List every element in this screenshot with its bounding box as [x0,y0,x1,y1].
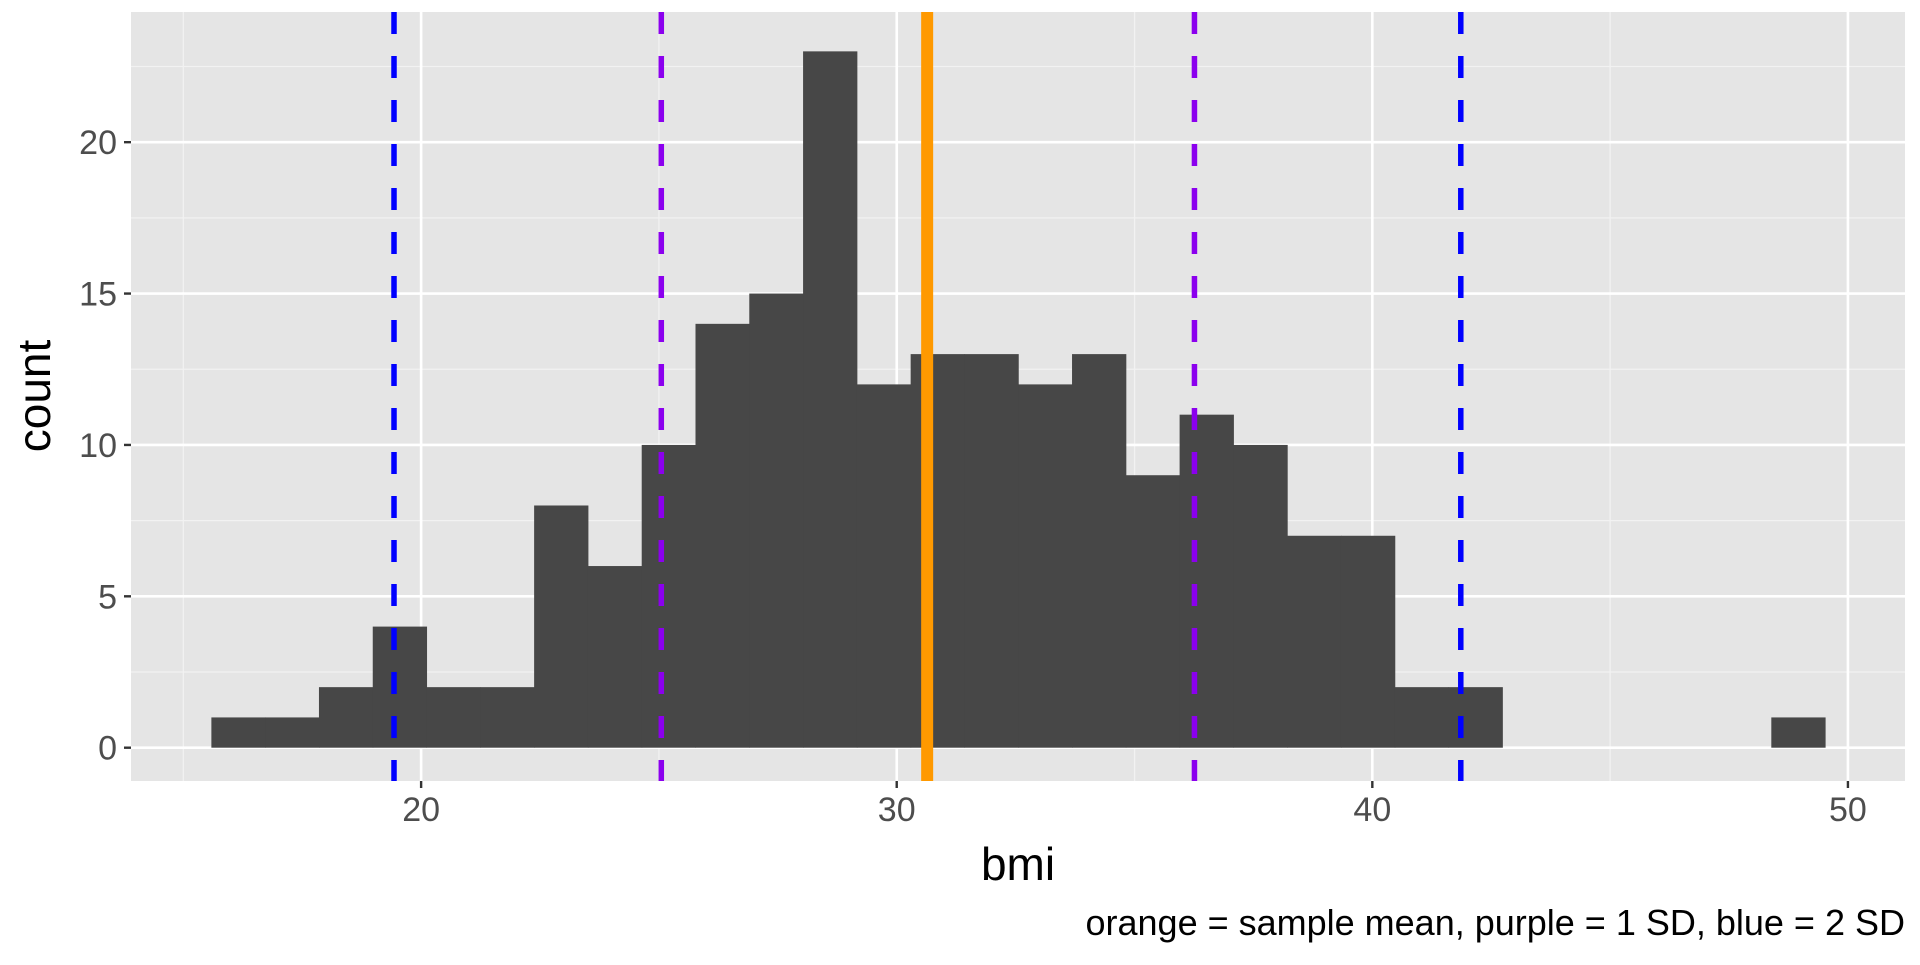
histogram-bar [695,323,750,748]
y-tick-label: 5 [98,578,117,616]
histogram-bar [587,566,643,748]
histogram-bar [318,687,374,748]
histogram-bar [1287,535,1342,748]
x-tick-label: 20 [402,791,440,829]
histogram-bar [211,717,266,748]
x-tick-label: 40 [1353,791,1391,829]
reference-lines [391,12,1464,781]
histogram-bar [1448,687,1503,748]
histogram-bar [910,354,965,748]
histogram-bar [1072,354,1127,748]
histogram-bar [1394,687,1450,748]
histogram-bar [749,293,804,748]
histogram-bar [1018,384,1073,748]
bars [211,51,1826,748]
x-axis-title: bmi [981,838,1055,890]
y-tick-label: 15 [79,276,117,314]
x-tick-label: 50 [1829,791,1867,829]
y-tick-label: 10 [79,427,117,465]
histogram-bar [534,505,589,748]
histogram-bar [856,384,912,748]
histogram-bar [480,687,535,748]
y-tick-label: 0 [98,730,117,768]
histogram-bar [1179,414,1234,748]
histogram-bar [964,354,1019,748]
histogram-bar [265,717,320,748]
histogram-bar [1771,717,1826,748]
histogram-bar [641,444,696,748]
histogram-bar [1340,535,1396,748]
histogram-bar [372,626,428,748]
histogram-bar [1125,475,1181,748]
caption: orange = sample mean, purple = 1 SD, blu… [1086,902,1906,943]
y-axis-title: count [8,340,60,453]
histogram-bar [1233,444,1288,748]
x-tick-label: 30 [878,791,916,829]
histogram-bar [803,51,858,748]
y-tick-label: 20 [79,124,117,162]
histogram-bar [426,687,481,748]
axes: 20 30 40 50 0 5 10 15 20 [79,124,1867,829]
